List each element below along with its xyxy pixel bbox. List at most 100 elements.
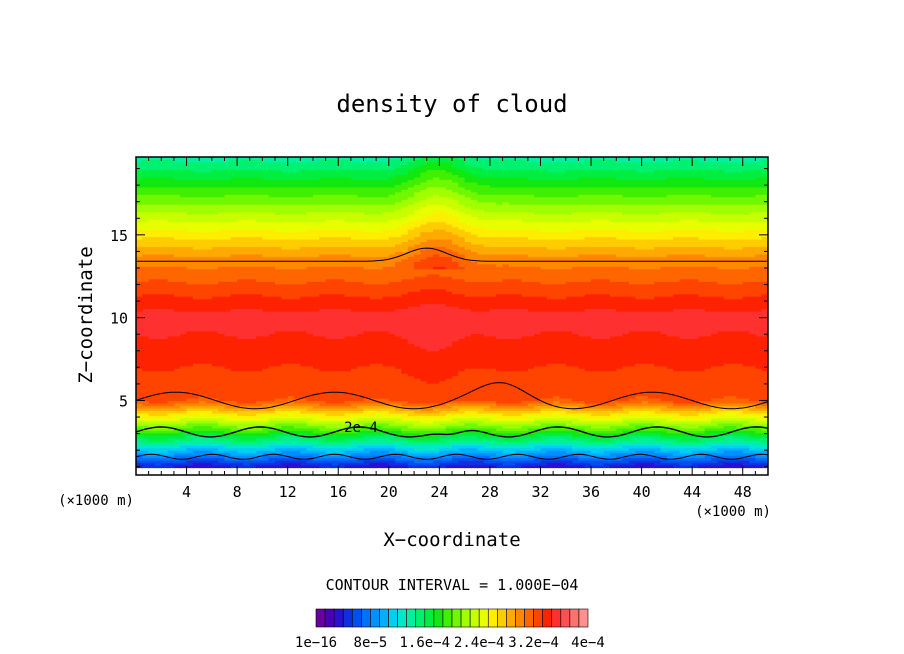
field-cell: [382, 420, 390, 424]
field-cell: [268, 236, 276, 240]
field-cell: [180, 268, 188, 272]
field-cell: [319, 358, 327, 362]
field-cell: [192, 256, 200, 260]
field-cell: [243, 191, 251, 195]
field-cell: [319, 229, 327, 233]
field-cell: [357, 298, 365, 302]
field-cell: [357, 226, 365, 230]
field-cell: [363, 465, 371, 469]
field-cell: [344, 271, 352, 275]
field-cell: [161, 258, 169, 262]
field-cell: [382, 261, 390, 265]
field-cell: [161, 246, 169, 250]
field-cell: [142, 191, 150, 195]
field-cell: [211, 427, 219, 431]
field-cell: [287, 179, 295, 183]
field-cell: [161, 266, 169, 270]
field-cell: [369, 370, 377, 374]
field-cell: [249, 415, 257, 419]
field-cell: [319, 181, 327, 185]
field-cell: [275, 186, 282, 190]
field-cell: [218, 465, 226, 469]
field-cell: [294, 452, 301, 456]
field-cell: [243, 216, 251, 220]
field-cell: [325, 281, 333, 285]
field-cell: [180, 283, 188, 287]
field-cell: [319, 256, 327, 260]
field-cell: [312, 196, 320, 200]
field-cell: [363, 397, 371, 402]
field-cell: [294, 206, 301, 210]
field-cell: [249, 420, 257, 424]
field-cell: [281, 455, 289, 459]
field-cell: [331, 435, 339, 439]
field-cell: [148, 301, 156, 305]
field-cell: [312, 189, 320, 193]
field-cell: [224, 440, 232, 444]
field-cell: [369, 353, 377, 357]
field-cell: [287, 388, 295, 392]
field-cell: [300, 181, 308, 185]
field-cell: [136, 462, 143, 466]
field-cell: [268, 204, 276, 208]
field-cell: [180, 455, 188, 459]
field-cell: [218, 402, 226, 407]
field-cell: [363, 243, 371, 248]
field-cell: [344, 199, 352, 203]
field-cell: [167, 343, 175, 347]
field-cell: [357, 422, 365, 426]
field-cell: [382, 268, 390, 272]
field-cell: [218, 266, 226, 270]
field-cell: [154, 224, 162, 228]
field-cell: [148, 268, 156, 272]
field-cell: [287, 291, 295, 295]
field-cell: [268, 291, 276, 295]
field-cell: [262, 189, 270, 193]
field-cell: [338, 328, 346, 332]
field-cell: [262, 368, 270, 372]
field-cell: [319, 303, 327, 307]
field-cell: [275, 402, 282, 407]
field-cell: [199, 350, 207, 354]
field-cell: [331, 236, 339, 240]
field-cell: [180, 335, 188, 339]
field-cell: [325, 465, 333, 469]
field-cell: [249, 263, 257, 267]
field-cell: [224, 164, 232, 168]
field-cell: [287, 181, 295, 185]
field-cell: [306, 229, 314, 233]
field-cell: [154, 164, 162, 168]
field-cell: [167, 258, 175, 262]
field-cell: [369, 328, 377, 332]
field-cell: [180, 231, 188, 235]
field-cell: [319, 268, 327, 272]
field-cell: [192, 432, 200, 436]
field-cell: [237, 194, 245, 198]
field-cell: [268, 325, 276, 330]
field-cell: [199, 206, 207, 210]
field-cell: [249, 348, 257, 352]
field-cell: [262, 278, 270, 282]
field-cell: [338, 385, 346, 389]
field-cell: [173, 226, 181, 230]
field-cell: [199, 353, 207, 357]
field-cell: [224, 355, 232, 359]
field-cell: [230, 390, 238, 394]
field-cell: [256, 365, 263, 369]
field-cell: [294, 375, 301, 379]
field-cell: [199, 452, 207, 456]
field-cell: [376, 437, 384, 441]
field-cell: [331, 345, 339, 349]
field-cell: [275, 350, 282, 354]
field-cell: [306, 214, 314, 218]
field-cell: [218, 427, 226, 431]
field-cell: [205, 298, 213, 302]
field-cell: [249, 360, 257, 364]
field-cell: [262, 161, 270, 166]
field-cell: [363, 373, 371, 377]
field-cell: [199, 390, 207, 394]
field-cell: [376, 457, 384, 461]
field-cell: [205, 206, 213, 210]
field-cell: [256, 278, 263, 282]
field-cell: [230, 248, 238, 253]
